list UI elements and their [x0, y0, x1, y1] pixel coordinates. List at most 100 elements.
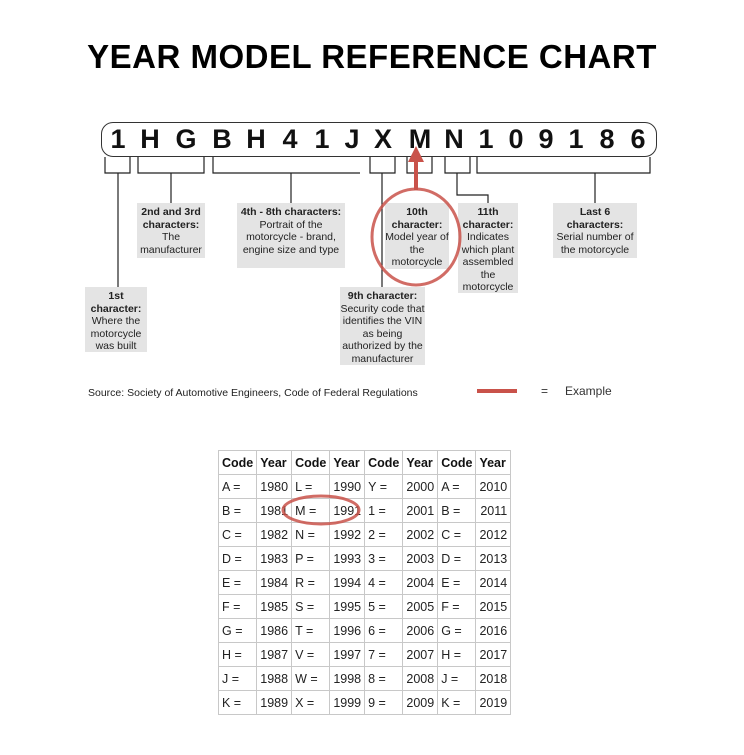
table-row: K = 1989 X = 1999 9 = 2009 K = 2019 — [217, 690, 512, 715]
code-cell: V = — [291, 642, 331, 667]
year-cell: 1981 — [256, 498, 293, 523]
table-row: J = 1988 W = 1998 8 = 2008 J = 2018 — [217, 666, 512, 691]
code-cell: N = — [291, 522, 331, 547]
vin-character: 1 — [314, 124, 330, 154]
bracket-1st — [104, 157, 131, 287]
year-cell: 2003 — [402, 546, 439, 571]
vin-character: 0 — [508, 124, 524, 154]
table-row: E = 1984 R = 1994 4 = 2004 E = 2014 — [217, 570, 512, 595]
code-cell: H = — [437, 642, 477, 667]
year-cell: 1988 — [256, 666, 293, 691]
vin-character: 9 — [538, 124, 554, 154]
code-cell: P = — [291, 546, 331, 571]
vin-character: B — [212, 124, 232, 154]
code-cell: 2 = — [364, 522, 404, 547]
year-cell: 2019 — [475, 690, 512, 715]
vin-character: 1 — [110, 124, 126, 154]
code-cell: L = — [291, 474, 331, 499]
column-header: Year — [402, 450, 439, 475]
column-header: Year — [475, 450, 512, 475]
legend-example-label: Example — [565, 384, 612, 398]
vin-character: 1 — [478, 124, 494, 154]
vin-box — [101, 122, 657, 157]
label-10th: 10th character: Model year of the motorcy… — [385, 203, 449, 269]
code-cell: F = — [217, 594, 258, 619]
year-cell: 1997 — [329, 642, 366, 667]
table-row: H = 1987 V = 1997 7 = 2007 H = 2017 — [217, 642, 512, 667]
source-note: Source: Society of Automotive Engineers,… — [88, 387, 418, 399]
label-11th: 11th character: Indicates which plant ass… — [458, 203, 518, 293]
year-cell: 2008 — [402, 666, 439, 691]
table-row: C = 1982 N = 1992 2 = 2002 C = 2012 — [217, 522, 512, 547]
year-cell: 2016 — [475, 618, 512, 643]
label-9th: 9th character: Security code that identif… — [340, 287, 425, 365]
code-cell: B = — [437, 498, 477, 523]
year-cell: 1996 — [329, 618, 366, 643]
code-cell: G = — [437, 618, 477, 643]
code-cell: A = — [217, 474, 258, 499]
page-title: YEAR MODEL REFERENCE CHART — [87, 38, 657, 75]
bracket-last-6 — [476, 157, 651, 203]
code-cell: 7 = — [364, 642, 404, 667]
label-1st: 1st character: Where the motorcycle was b… — [85, 287, 147, 352]
code-cell: M = — [291, 498, 331, 523]
vin-character: X — [373, 124, 392, 154]
code-cell: 6 = — [364, 618, 404, 643]
code-cell: K = — [217, 690, 258, 715]
year-cell: 2000 — [402, 474, 439, 499]
year-cell: 1985 — [256, 594, 293, 619]
year-cell: 1994 — [329, 570, 366, 595]
year-cell: 2007 — [402, 642, 439, 667]
year-cell: 2011 — [475, 498, 512, 523]
code-cell: T = — [291, 618, 331, 643]
code-cell: C = — [437, 522, 477, 547]
code-cell: J = — [217, 666, 258, 691]
year-cell: 1989 — [256, 690, 293, 715]
year-code-table: Code Year Code Year Code Year Code Year A = 1980… — [217, 450, 512, 715]
year-cell: 2013 — [475, 546, 512, 571]
bracket-11th — [444, 157, 489, 203]
column-header: Code — [217, 450, 258, 475]
year-cell: 2004 — [402, 570, 439, 595]
table-row: D = 1983 P = 1993 3 = 2003 D = 2013 — [217, 546, 512, 571]
code-cell: 3 = — [364, 546, 404, 571]
code-cell: D = — [217, 546, 258, 571]
vin-character: J — [344, 124, 360, 154]
year-cell: 2002 — [402, 522, 439, 547]
year-cell: 1990 — [329, 474, 366, 499]
year-cell: 2001 — [402, 498, 439, 523]
year-cell: 2012 — [475, 522, 512, 547]
code-cell: E = — [437, 570, 477, 595]
year-cell: 1982 — [256, 522, 293, 547]
year-cell: 1995 — [329, 594, 366, 619]
year-cell: 1987 — [256, 642, 293, 667]
code-cell: 9 = — [364, 690, 404, 715]
vin-character: 4 — [282, 124, 298, 154]
label-4th-8th: 4th - 8th characters: Portrait of the mot… — [237, 203, 345, 268]
year-cell: 2010 — [475, 474, 512, 499]
year-cell: 2015 — [475, 594, 512, 619]
code-cell: G = — [217, 618, 258, 643]
year-cell: 2006 — [402, 618, 439, 643]
code-cell: 1 = — [364, 498, 404, 523]
vin-character: H — [140, 124, 160, 154]
column-header: Year — [329, 450, 366, 475]
year-cell: 1984 — [256, 570, 293, 595]
year-cell: 2017 — [475, 642, 512, 667]
vin-character: N — [444, 124, 464, 154]
year-cell: 1991 — [329, 498, 366, 523]
vin-character: 1 — [568, 124, 584, 154]
bracket-4th-8th — [212, 157, 360, 203]
code-cell: A = — [437, 474, 477, 499]
code-cell: E = — [217, 570, 258, 595]
code-cell: D = — [437, 546, 477, 571]
code-cell: B = — [217, 498, 258, 523]
code-cell: C = — [217, 522, 258, 547]
code-cell: 8 = — [364, 666, 404, 691]
year-cell: 1999 — [329, 690, 366, 715]
label-last-6: Last 6 characters: Serial number of the m… — [553, 203, 637, 258]
table-header-row: Code Year Code Year Code Year Code Year — [217, 450, 512, 475]
code-cell: R = — [291, 570, 331, 595]
vin-character: 6 — [630, 124, 646, 154]
